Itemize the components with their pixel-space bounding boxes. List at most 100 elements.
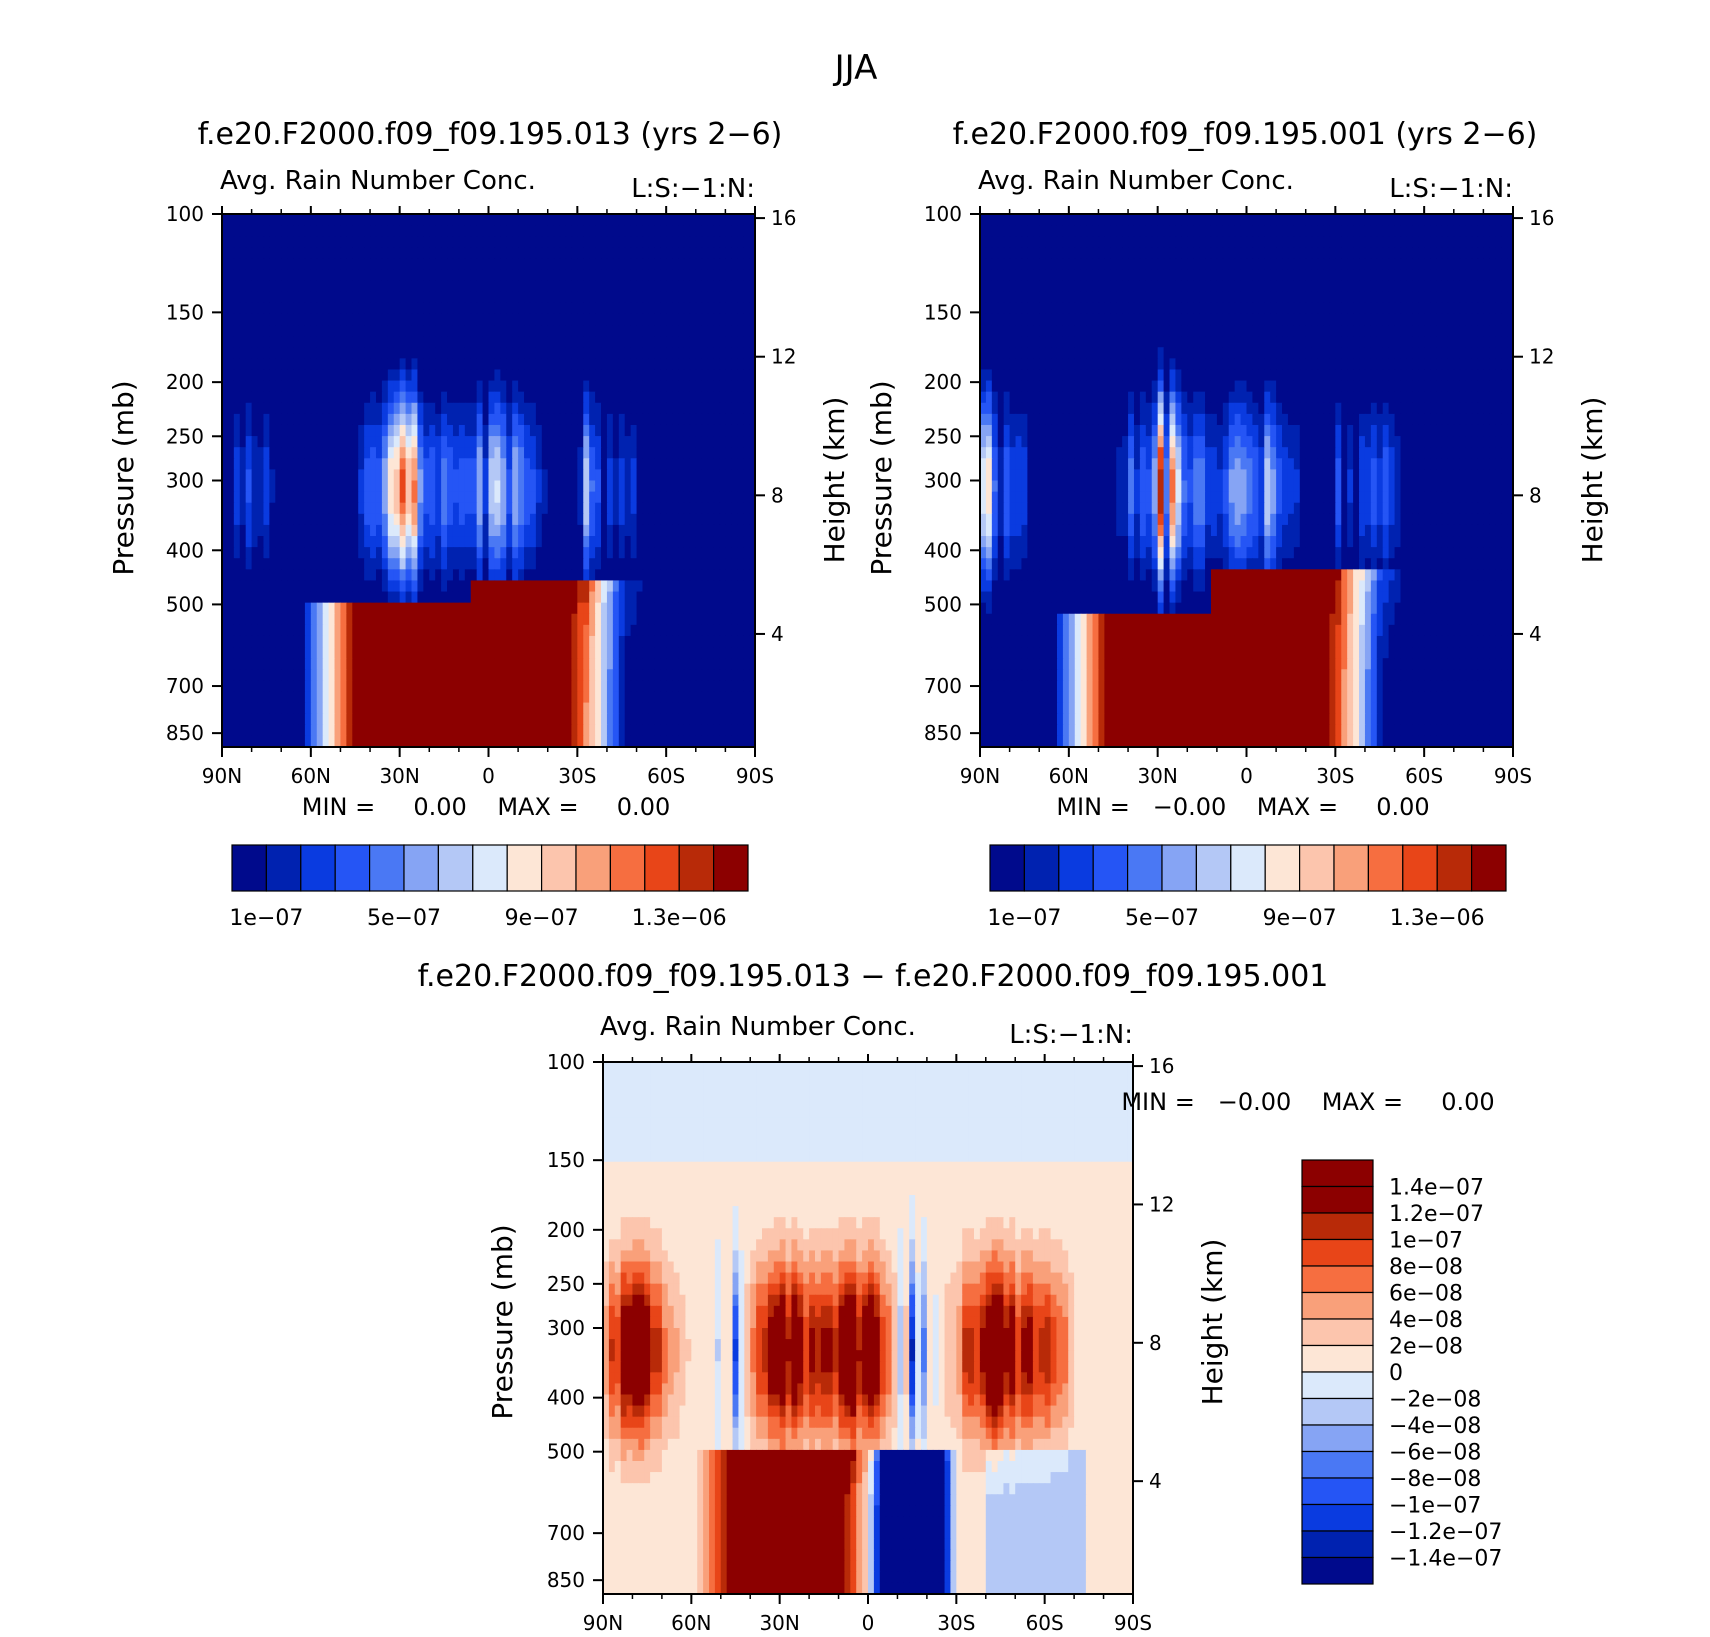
heatmap-cell bbox=[625, 447, 632, 459]
heatmap-cell bbox=[246, 647, 253, 659]
heatmap-cell bbox=[1436, 247, 1443, 259]
heatmap-cell bbox=[1400, 270, 1407, 282]
heatmap-cell bbox=[252, 703, 259, 715]
heatmap-cell bbox=[1288, 236, 1295, 248]
heatmap-cell bbox=[678, 303, 685, 315]
heatmap-cell bbox=[311, 236, 318, 248]
heatmap-cell bbox=[565, 714, 572, 726]
heatmap-cell bbox=[684, 292, 691, 304]
heatmap-cell bbox=[589, 625, 596, 637]
heatmap-cell bbox=[311, 225, 318, 237]
heatmap-cell bbox=[471, 703, 478, 715]
heatmap-cell bbox=[388, 358, 395, 370]
heatmap-cell bbox=[311, 392, 318, 404]
heatmap-cell bbox=[737, 403, 744, 415]
heatmap-cell bbox=[352, 580, 359, 592]
heatmap-cell bbox=[589, 281, 596, 293]
heatmap-cell bbox=[524, 469, 531, 481]
heatmap-cell bbox=[666, 614, 673, 626]
heatmap-cell bbox=[666, 225, 673, 237]
heatmap-cell bbox=[613, 536, 620, 548]
heatmap-cell bbox=[702, 558, 709, 570]
heatmap-cell bbox=[1418, 236, 1425, 248]
heatmap-cell bbox=[263, 503, 270, 515]
heatmap-cell bbox=[335, 536, 342, 548]
heatmap-cell bbox=[305, 336, 312, 348]
heatmap-cell bbox=[453, 314, 460, 326]
heatmap-cell bbox=[287, 658, 294, 670]
heatmap-cell bbox=[429, 270, 436, 282]
heatmap-cell bbox=[548, 325, 555, 337]
heatmap-cell bbox=[471, 303, 478, 315]
heatmap-cell bbox=[708, 503, 715, 515]
heatmap-cell bbox=[317, 336, 324, 348]
heatmap-cell bbox=[554, 247, 561, 259]
heatmap-cell bbox=[1069, 270, 1076, 282]
heatmap-cell bbox=[737, 680, 744, 692]
heatmap-cell bbox=[234, 358, 241, 370]
heatmap-cell bbox=[536, 658, 543, 670]
heatmap-cell bbox=[631, 691, 638, 703]
heatmap-cell bbox=[340, 569, 347, 581]
heatmap-cell bbox=[577, 503, 584, 515]
heatmap-cell bbox=[577, 492, 584, 504]
heatmap-cell bbox=[275, 603, 282, 615]
heatmap-cell bbox=[1063, 236, 1070, 248]
heatmap-cell bbox=[376, 436, 383, 448]
heatmap-cell bbox=[305, 592, 312, 604]
heatmap-cell bbox=[708, 358, 715, 370]
heatmap-cell bbox=[1134, 225, 1141, 237]
heatmap-cell bbox=[1110, 214, 1117, 226]
heatmap-cell bbox=[672, 680, 679, 692]
heatmap-cell bbox=[542, 281, 549, 293]
heatmap-cell bbox=[1039, 247, 1046, 259]
heatmap-cell bbox=[477, 503, 484, 515]
heatmap-cell bbox=[1300, 270, 1307, 282]
y2-tick-label: 16 bbox=[771, 206, 796, 230]
heatmap-cell bbox=[690, 347, 697, 359]
heatmap-cell bbox=[737, 481, 744, 493]
heatmap-cell bbox=[370, 281, 377, 293]
heatmap-cell bbox=[548, 469, 555, 481]
heatmap-cell bbox=[631, 358, 638, 370]
heatmap-cell bbox=[1335, 214, 1342, 226]
heatmap-cell bbox=[471, 225, 478, 237]
heatmap-cell bbox=[714, 436, 721, 448]
heatmap-cell bbox=[554, 691, 561, 703]
heatmap-cell bbox=[577, 469, 584, 481]
heatmap-cell bbox=[281, 258, 288, 270]
heatmap-cell bbox=[234, 714, 241, 726]
heatmap-cell bbox=[483, 314, 490, 326]
heatmap-cell bbox=[1377, 247, 1384, 259]
heatmap-cell bbox=[678, 736, 685, 748]
heatmap-cell bbox=[394, 314, 401, 326]
heatmap-cell bbox=[654, 680, 661, 692]
heatmap-cell bbox=[494, 469, 501, 481]
heatmap-cell bbox=[571, 636, 578, 648]
heatmap-cell bbox=[471, 592, 478, 604]
heatmap-cell bbox=[725, 436, 732, 448]
heatmap-cell bbox=[400, 258, 407, 270]
heatmap-cell bbox=[240, 625, 247, 637]
heatmap-cell bbox=[412, 481, 419, 493]
heatmap-cell bbox=[725, 414, 732, 426]
heatmap-cell bbox=[275, 525, 282, 537]
heatmap-cell bbox=[234, 336, 241, 348]
heatmap-cell bbox=[536, 369, 543, 381]
heatmap-cell bbox=[417, 614, 424, 626]
heatmap-cell bbox=[1057, 270, 1064, 282]
heatmap-cell bbox=[731, 736, 738, 748]
heatmap-cell bbox=[489, 336, 496, 348]
heatmap-cell bbox=[512, 503, 519, 515]
heatmap-cell bbox=[1264, 270, 1271, 282]
heatmap-cell bbox=[678, 603, 685, 615]
heatmap-cell bbox=[234, 303, 241, 315]
heatmap-cell bbox=[287, 381, 294, 393]
heatmap-cell bbox=[376, 414, 383, 426]
heatmap-cell bbox=[394, 658, 401, 670]
heatmap-cell bbox=[684, 436, 691, 448]
heatmap-cell bbox=[494, 436, 501, 448]
heatmap-cell bbox=[412, 569, 419, 581]
heatmap-cell bbox=[1282, 236, 1289, 248]
heatmap-cell bbox=[1164, 214, 1171, 226]
